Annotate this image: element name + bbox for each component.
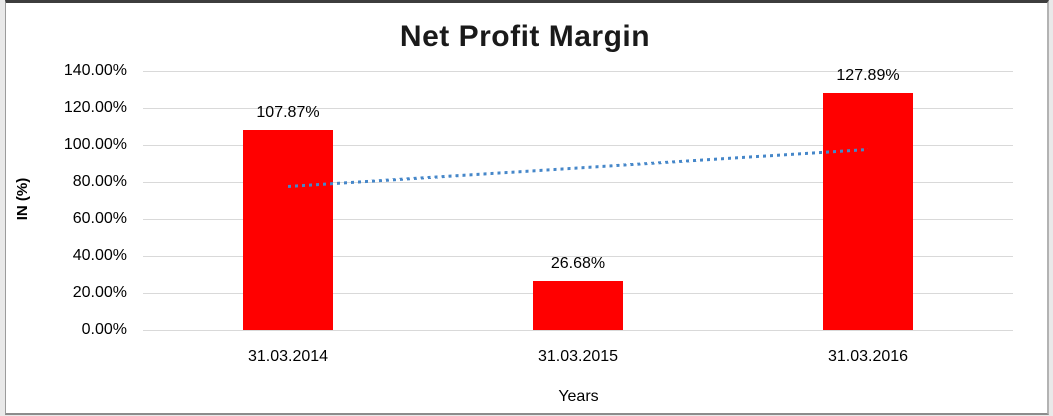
bar-value-label: 127.89% [836,67,900,85]
y-axis-title: IN (%) [14,177,31,221]
chart-title: Net Profit Margin [399,20,651,53]
y-tick-label: 120.00% [63,99,127,116]
y-tick-label: 60.00% [72,210,127,227]
gridline [143,108,1013,109]
gridline [143,219,1013,220]
bar-value-label: 26.68% [550,254,606,272]
y-tick-label: 0.00% [81,321,127,338]
gridline [143,182,1013,183]
y-tick-label: 40.00% [72,247,127,264]
x-tick-label: 31.03.2014 [247,348,329,365]
gridline [143,145,1013,146]
bar [533,280,623,330]
y-tick-label: 100.00% [63,136,127,153]
gridline [143,330,1013,331]
bar [243,130,333,330]
y-tick-label: 140.00% [63,62,127,79]
bar [823,93,913,330]
x-axis-title: Years [558,388,599,405]
y-tick-label: 80.00% [72,173,127,190]
gridline [143,71,1013,72]
gridline [143,256,1013,257]
bar-value-label: 107.87% [256,104,320,122]
y-tick-label: 20.00% [72,284,127,301]
x-tick-label: 31.03.2016 [827,348,909,365]
x-tick-label: 31.03.2015 [537,348,619,365]
